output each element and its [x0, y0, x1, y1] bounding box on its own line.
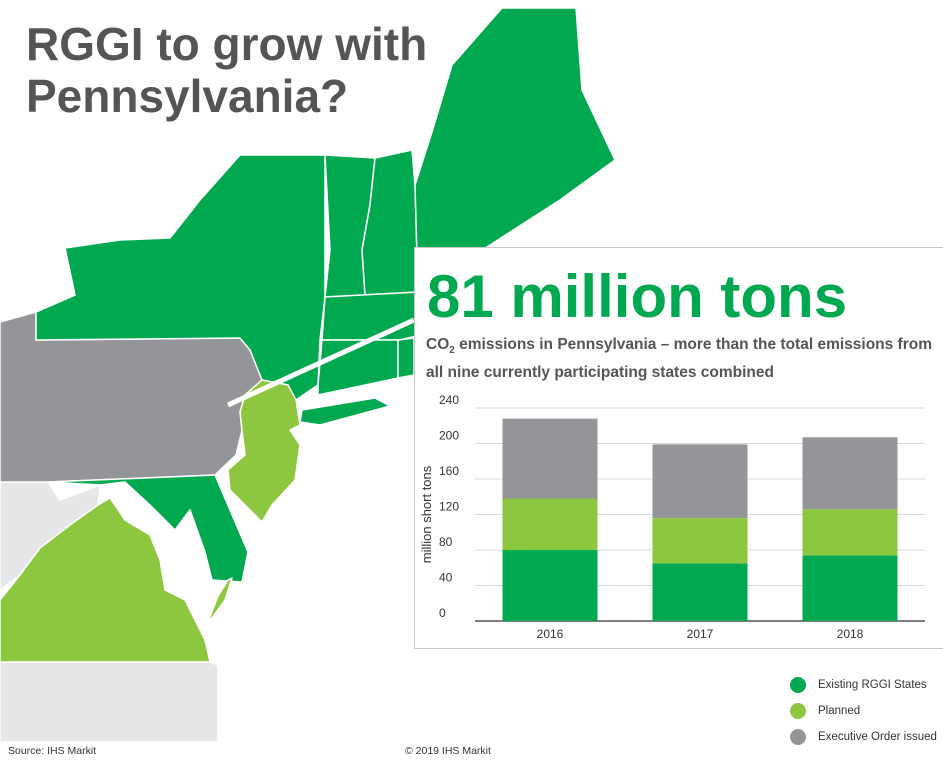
- legend-label-executive: Executive Order issued: [818, 731, 937, 743]
- legend-label-planned: Planned: [818, 705, 861, 717]
- legend-item-existing: Existing RGGI States: [790, 672, 937, 698]
- chart-legend: Existing RGGI States Planned Executive O…: [790, 672, 937, 750]
- state-long-island: [299, 397, 391, 426]
- source-note: Source: IHS Markit: [8, 745, 97, 757]
- bar-segment: [802, 437, 898, 510]
- legend-label-existing: Existing RGGI States: [818, 679, 927, 691]
- state-south: [0, 661, 219, 743]
- state-new-jersey: [227, 379, 301, 523]
- y-tick-label: 200: [439, 429, 459, 443]
- bar-segment: [652, 444, 748, 519]
- y-tick-label: 40: [439, 571, 453, 585]
- bar-segment: [502, 418, 598, 499]
- copyright-note: © 2019 IHS Markit: [405, 745, 491, 757]
- legend-dot-executive: [790, 729, 806, 745]
- bar-segment: [502, 498, 598, 550]
- state-rhode-island: [397, 337, 415, 379]
- subtitle-subscript: 2: [449, 345, 455, 357]
- callout-panel: 81 million tons CO2 emissions in Pennsyl…: [414, 247, 943, 649]
- page-title: RGGI to grow with Pennsylvania?: [26, 18, 428, 122]
- subtitle-co: CO: [426, 336, 450, 353]
- state-maryland-delaware: [47, 474, 249, 583]
- bar-segment: [802, 555, 898, 621]
- x-tick-label: 2018: [837, 627, 864, 641]
- legend-item-executive: Executive Order issued: [790, 724, 937, 750]
- state-virginia: [0, 497, 211, 663]
- x-tick-label: 2017: [687, 627, 714, 641]
- bar-segment: [652, 518, 748, 564]
- bar-segment: [802, 509, 898, 556]
- bar-segment: [502, 550, 598, 621]
- legend-item-planned: Planned: [790, 698, 937, 724]
- legend-dot-existing: [790, 677, 806, 693]
- callout-connector: [226, 317, 416, 408]
- y-tick-label: 0: [439, 606, 446, 620]
- headline-figure: 81 million tons: [427, 263, 848, 330]
- state-new-york: [35, 154, 326, 401]
- subtitle-rest: emissions in Pennsylvania – more than th…: [426, 336, 933, 381]
- state-virginia-shore: [207, 577, 233, 623]
- subtitle: CO2 emissions in Pennsylvania – more tha…: [426, 331, 936, 387]
- y-axis-title: million short tons: [419, 465, 434, 563]
- x-tick-label: 2016: [537, 627, 564, 641]
- y-tick-label: 160: [439, 464, 459, 478]
- y-tick-label: 240: [439, 393, 459, 407]
- y-tick-label: 80: [439, 535, 453, 549]
- emissions-bar-chart: 0 40 80 120 160 200 240 million short tons 2016 2…: [419, 393, 925, 641]
- bar-segment: [652, 563, 748, 621]
- legend-dot-planned: [790, 703, 806, 719]
- y-tick-label: 120: [439, 500, 459, 514]
